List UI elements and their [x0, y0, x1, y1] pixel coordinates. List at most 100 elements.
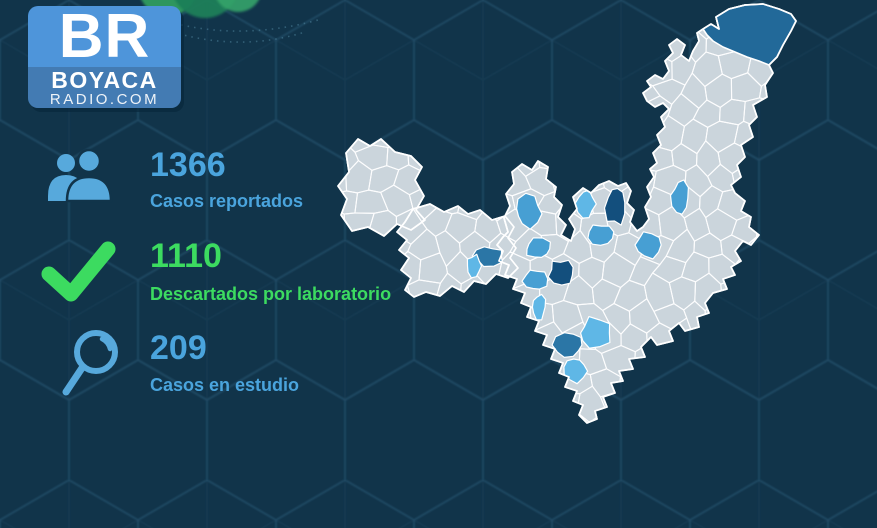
municipality-cell — [338, 4, 350, 15]
municipality-cell — [393, 33, 427, 58]
municipality-cell — [786, 340, 796, 380]
logo-name: BOYACA — [51, 67, 158, 93]
municipality-cell — [407, 369, 435, 401]
municipality-cell — [774, 276, 796, 306]
municipality-highlight-medium — [669, 179, 690, 215]
municipality-cell — [338, 98, 363, 131]
municipality-cell — [338, 344, 344, 372]
stat-value-discarded: 1110 — [150, 237, 222, 275]
municipality-cell — [645, 10, 675, 37]
municipality-cell — [686, 347, 712, 377]
municipality-cell — [457, 8, 491, 43]
municipality-cell — [775, 191, 796, 222]
municipality-highlight-medium — [521, 269, 549, 290]
municipality-cell — [591, 140, 622, 178]
municipality-cell — [562, 49, 589, 84]
highlighted-municipalities — [466, 179, 690, 385]
municipality-cell — [382, 415, 412, 423]
municipality-cell — [484, 51, 517, 86]
municipality-cell — [605, 27, 633, 57]
municipality-cell — [338, 301, 343, 330]
municipality-cell — [588, 97, 618, 125]
municipality-cell — [724, 322, 753, 356]
municipality-cell — [447, 299, 479, 330]
municipality-cell — [432, 366, 463, 396]
municipality-cell — [447, 30, 480, 57]
municipality-cell — [784, 160, 796, 198]
municipality-cell — [551, 4, 581, 15]
municipality-cell — [606, 77, 631, 105]
municipality-cell — [340, 302, 372, 330]
municipality-cell — [356, 101, 388, 133]
municipality-cell — [405, 9, 436, 36]
municipality-cell — [381, 8, 415, 42]
stat-value-reported: 1366 — [150, 146, 226, 184]
map-base — [337, 3, 797, 424]
stat-label-discarded: Descartados por laboratorio — [150, 284, 392, 304]
magnifier-icon — [62, 330, 118, 396]
municipality-cell — [551, 25, 580, 60]
logo-domain: RADIO.COM — [49, 91, 160, 108]
municipality-cell — [628, 30, 661, 59]
municipality-cell — [537, 94, 571, 127]
municipality-cell — [553, 116, 583, 148]
municipality-cell — [368, 339, 398, 372]
municipality-cell — [487, 280, 514, 306]
municipality-cell — [460, 365, 491, 397]
municipality-cell — [563, 143, 597, 176]
municipality-cell — [460, 99, 486, 125]
municipality-cell — [511, 318, 540, 355]
municipality-cell — [338, 7, 363, 39]
municipality-highlight-sky — [466, 253, 483, 279]
municipality-cell — [606, 4, 629, 17]
municipality-cell — [654, 343, 688, 377]
municipality-cell — [670, 9, 700, 40]
municipality-cell — [578, 122, 606, 148]
municipality-cell — [626, 4, 658, 15]
municipality-cell — [421, 4, 452, 14]
municipality-cell — [435, 145, 463, 175]
municipality-cell — [458, 319, 491, 357]
municipality-cell — [419, 70, 450, 110]
municipality-cell — [758, 298, 791, 331]
stat-label-reported: Casos reportados — [150, 191, 304, 211]
municipality-cell — [483, 142, 516, 169]
municipality-cell — [371, 74, 401, 105]
municipality-cell — [338, 29, 348, 63]
municipality-cell — [392, 347, 424, 375]
municipality-cell — [618, 370, 647, 395]
municipality-cell — [398, 75, 426, 110]
municipality-cell — [772, 325, 796, 356]
municipality-cell — [472, 346, 504, 374]
municipality-highlight-sky — [563, 358, 589, 385]
municipality-cell — [345, 78, 375, 104]
municipality-cell — [484, 323, 513, 352]
department-outline — [337, 3, 797, 424]
municipality-cell — [421, 163, 454, 192]
municipality-cell — [354, 48, 388, 81]
municipality-cell — [462, 413, 493, 423]
municipality-cell — [499, 340, 530, 375]
municipality-cell — [499, 391, 532, 423]
municipality-cell — [704, 297, 740, 334]
municipality-cell — [431, 4, 463, 38]
municipality-cell — [459, 140, 487, 174]
municipality-cell — [521, 30, 555, 57]
municipality-cell — [394, 391, 428, 420]
municipality-cell — [500, 74, 532, 102]
municipality-cell — [680, 390, 709, 420]
municipality-cell — [536, 55, 566, 84]
municipality-cell — [484, 96, 515, 128]
municipality-cell — [529, 71, 553, 104]
municipality-highlight-medium — [526, 237, 552, 258]
municipality-cell — [775, 140, 796, 176]
stat-label-study: Casos en estudio — [150, 375, 300, 395]
municipality-cell — [379, 98, 415, 133]
municipality-cell — [445, 165, 475, 195]
municipality-cell — [424, 296, 454, 329]
municipality-cell — [343, 389, 370, 418]
municipality-cell — [450, 4, 480, 18]
municipality-cell — [513, 50, 544, 84]
municipality-cell — [731, 393, 765, 423]
